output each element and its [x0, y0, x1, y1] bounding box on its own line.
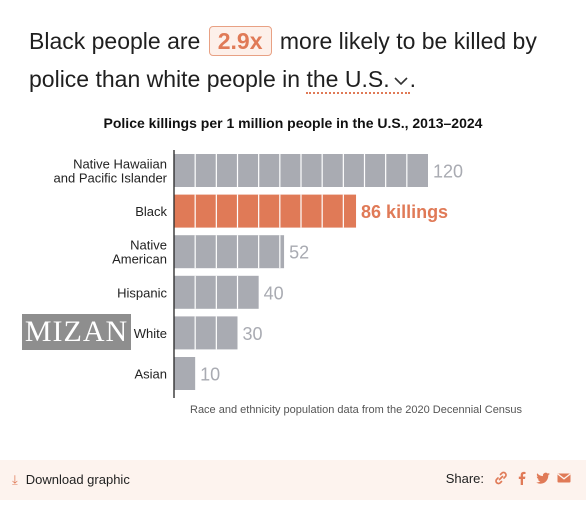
- category-label: Asian: [134, 367, 167, 382]
- bar: [174, 316, 238, 350]
- bar: [174, 357, 196, 390]
- headline-text-1: Black people are: [29, 28, 201, 54]
- region-label: the U.S.: [306, 66, 390, 92]
- multiplier-badge: 2.9x: [208, 26, 272, 56]
- download-graphic-button[interactable]: ⤓ Download graphic: [12, 472, 130, 488]
- category-label: White: [134, 326, 167, 341]
- value-label: 86 killings: [361, 202, 448, 222]
- footer-bar: ⤓ Download graphic Share:: [0, 460, 586, 500]
- facebook-icon[interactable]: [514, 470, 530, 486]
- chart-title: Police killings per 1 million people in …: [103, 115, 483, 131]
- value-label: 52: [289, 243, 309, 263]
- category-label: Hispanic: [117, 285, 167, 300]
- headline-period: .: [409, 66, 416, 92]
- link-icon[interactable]: [493, 470, 509, 486]
- category-label: Black: [135, 204, 167, 219]
- value-label: 120: [433, 162, 463, 182]
- headline-text-2: more likely to be killed by police than …: [29, 28, 537, 92]
- watermark-logo: MIZAN: [22, 314, 131, 350]
- bar: [174, 194, 357, 228]
- bar: [174, 235, 285, 269]
- share-label: Share:: [445, 470, 484, 486]
- chevron-down-icon: [394, 77, 408, 86]
- download-label: Download graphic: [25, 472, 130, 487]
- share-group: Share:: [446, 470, 572, 486]
- region-selector[interactable]: the U.S.: [306, 66, 410, 94]
- download-icon: ⤓: [12, 472, 18, 487]
- category-label: Native Hawaiian and Pacific Islander: [54, 157, 168, 186]
- twitter-icon[interactable]: [535, 470, 551, 486]
- value-label: 10: [200, 365, 220, 385]
- value-label: 30: [243, 324, 263, 344]
- category-label: Native American: [112, 238, 167, 267]
- source-note: Race and ethnicity population data from …: [190, 404, 523, 416]
- value-label: 40: [264, 283, 284, 303]
- email-icon[interactable]: [556, 470, 572, 486]
- headline: Black people are 2.9x more likely to be …: [29, 22, 569, 98]
